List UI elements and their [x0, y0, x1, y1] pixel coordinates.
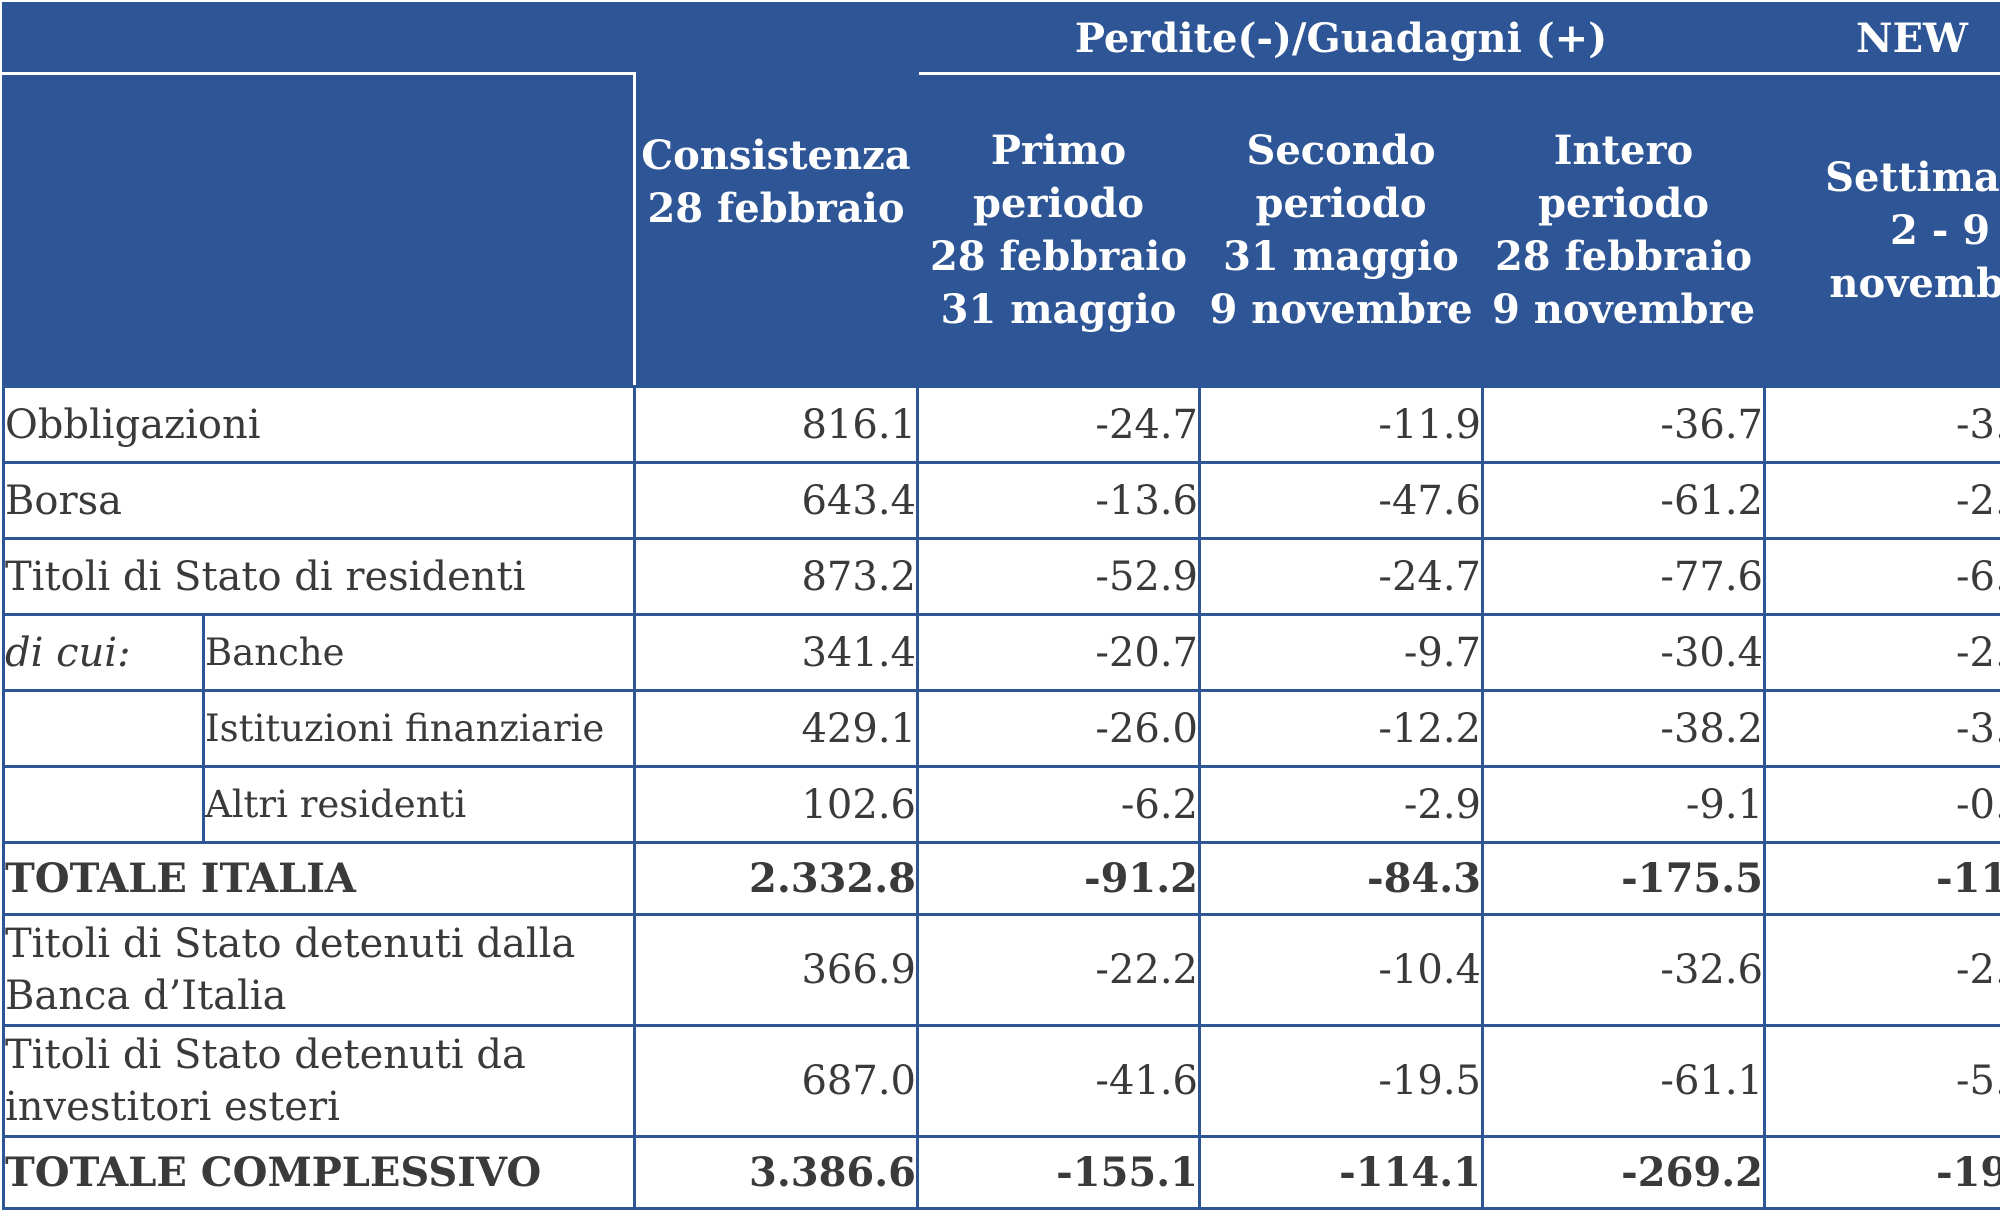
cell-consistenza: 687.0 [633, 1024, 919, 1138]
cell-primo: -6.2 [916, 765, 1201, 844]
row-label: Istituzioni finanziarie [202, 689, 636, 768]
row-prefix-empty [2, 689, 205, 768]
cell-settimana: -19. [1763, 1135, 2000, 1210]
cell-intero: -9.1 [1481, 765, 1766, 844]
cell-settimana: -0. [1763, 765, 2000, 844]
cell-consistenza: 873.2 [633, 537, 919, 616]
header-col-primo-text: Primo periodo 28 febbraio 31 maggio [929, 127, 1188, 333]
cell-secondo: -9.7 [1198, 613, 1484, 692]
cell-primo: -24.7 [916, 385, 1201, 464]
cell-intero: -77.6 [1481, 537, 1766, 616]
cell-primo: -155.1 [916, 1135, 1201, 1210]
cell-settimana: -2. [1763, 913, 2000, 1027]
header-group-label: Perdite(-)/Guadagni (+) [1074, 15, 1608, 62]
header-col-intero: Intero periodo 28 febbraio 9 novembre [1481, 72, 1766, 388]
header-columns-row: Primo periodo 28 febbraio 31 maggio Seco… [2, 72, 2000, 388]
cell-primo: -41.6 [916, 1024, 1201, 1138]
header-col-intero-text: Intero periodo 28 febbraio 9 novembre [1491, 127, 1756, 333]
cell-secondo: -84.3 [1198, 841, 1484, 916]
table-row: Titoli di Stato di residenti 873.2 -52.9… [2, 537, 2000, 616]
header-col-primo: Primo periodo 28 febbraio 31 maggio [916, 72, 1201, 388]
cell-intero: -32.6 [1481, 913, 1766, 1027]
cell-secondo: -114.1 [1198, 1135, 1484, 1210]
cell-intero: -269.2 [1481, 1135, 1766, 1210]
cell-intero: -30.4 [1481, 613, 1766, 692]
cell-consistenza: 429.1 [633, 689, 919, 768]
cell-primo: -91.2 [916, 841, 1201, 916]
cell-intero: -61.1 [1481, 1024, 1766, 1138]
cell-secondo: -12.2 [1198, 689, 1484, 768]
row-label: Titoli di Stato di residenti [2, 537, 636, 616]
cell-secondo: -19.5 [1198, 1024, 1484, 1138]
cell-consistenza: 3.386.6 [633, 1135, 919, 1210]
cell-primo: -52.9 [916, 537, 1201, 616]
cell-primo: -26.0 [916, 689, 1201, 768]
table-row: Istituzioni finanziarie 429.1 -26.0 -12.… [2, 689, 2000, 768]
cell-consistenza: 643.4 [633, 461, 919, 540]
row-label: Borsa [2, 461, 636, 540]
header-col-secondo-text: Secondo periodo 31 maggio 9 novembre [1209, 127, 1473, 333]
cell-consistenza: 816.1 [633, 385, 919, 464]
row-prefix-empty [2, 765, 205, 844]
table-row-total: TOTALE COMPLESSIVO 3.386.6 -155.1 -114.1… [2, 1135, 2000, 1210]
cell-consistenza: 2.332.8 [633, 841, 919, 916]
row-label: Banche [202, 613, 636, 692]
cell-intero: -175.5 [1481, 841, 1766, 916]
cell-primo: -20.7 [916, 613, 1201, 692]
cell-settimana: -2. [1763, 461, 2000, 540]
row-prefix: di cui: [2, 613, 205, 692]
row-label: Obbligazioni [2, 385, 636, 464]
header-col-settimana: Settimana 2 - 9 novembre [1763, 72, 2000, 388]
table-row: Titoli di Stato detenuti dalla Banca d’I… [2, 913, 2000, 1027]
cell-secondo: -10.4 [1198, 913, 1484, 1027]
cell-settimana: -5. [1763, 1024, 2000, 1138]
table-row: Borsa 643.4 -13.6 -47.6 -61.2 -2. [2, 461, 2000, 540]
row-label: Altri residenti [202, 765, 636, 844]
header-new-label: NEW [1856, 15, 1968, 62]
table-row-total: TOTALE ITALIA 2.332.8 -91.2 -84.3 -175.5… [2, 841, 2000, 916]
cell-settimana: -3. [1763, 689, 2000, 768]
header-corner-bottom [2, 72, 636, 388]
row-label: Titoli di Stato detenuti da investitori … [2, 1024, 636, 1138]
table-row: di cui: Banche 341.4 -20.7 -9.7 -30.4 -2… [2, 613, 2000, 692]
header-group-row: Consistenza 28 febbraio Perdite(-)/Guada… [2, 2, 2000, 388]
header-corner-top [2, 2, 636, 75]
cell-consistenza: 341.4 [633, 613, 919, 692]
cell-settimana: -3. [1763, 385, 2000, 464]
cell-settimana: -11. [1763, 841, 2000, 916]
cell-settimana: -2. [1763, 613, 2000, 692]
cell-intero: -36.7 [1481, 385, 1766, 464]
cell-primo: -22.2 [916, 913, 1201, 1027]
row-label: Titoli di Stato detenuti dalla Banca d’I… [2, 913, 636, 1027]
row-label: TOTALE COMPLESSIVO [2, 1135, 636, 1210]
cell-secondo: -47.6 [1198, 461, 1484, 540]
cell-primo: -13.6 [916, 461, 1201, 540]
cell-intero: -38.2 [1481, 689, 1766, 768]
row-label: TOTALE ITALIA [2, 841, 636, 916]
header-col-settimana-text: Settimana 2 - 9 novembre [1825, 153, 2000, 307]
header-new: NEW [1763, 2, 2000, 75]
cell-consistenza: 102.6 [633, 765, 919, 844]
header-col-consistenza-text: Consistenza 28 febbraio [641, 132, 911, 232]
header-col-consistenza: Consistenza 28 febbraio [633, 2, 919, 388]
cell-secondo: -2.9 [1198, 765, 1484, 844]
cell-secondo: -24.7 [1198, 537, 1484, 616]
cell-secondo: -11.9 [1198, 385, 1484, 464]
table-row: Altri residenti 102.6 -6.2 -2.9 -9.1 -0. [2, 765, 2000, 844]
table-row: Titoli di Stato detenuti da investitori … [2, 1024, 2000, 1138]
cell-consistenza: 366.9 [633, 913, 919, 1027]
cell-settimana: -6. [1763, 537, 2000, 616]
header-col-secondo: Secondo periodo 31 maggio 9 novembre [1198, 72, 1484, 388]
header-group-perdite-guadagni: Perdite(-)/Guadagni (+) [916, 2, 1766, 75]
table-row: Obbligazioni 816.1 -24.7 -11.9 -36.7 -3. [2, 385, 2000, 464]
cell-intero: -61.2 [1481, 461, 1766, 540]
